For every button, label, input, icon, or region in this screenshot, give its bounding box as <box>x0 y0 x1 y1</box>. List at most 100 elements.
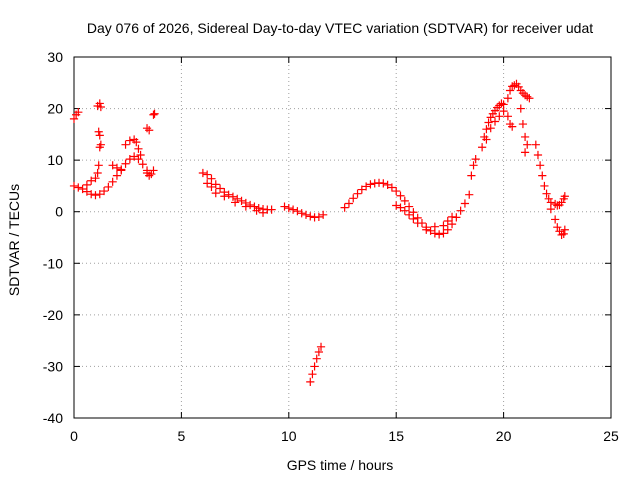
y-tick-label: 10 <box>47 152 63 168</box>
data-point <box>503 94 512 103</box>
data-point <box>553 223 562 232</box>
data-point <box>95 99 104 108</box>
data-point <box>224 190 233 199</box>
data-point <box>484 118 493 127</box>
grid-lines <box>74 57 611 418</box>
data-point <box>306 212 315 221</box>
data-point <box>87 176 96 185</box>
x-tick-label: 20 <box>496 428 512 444</box>
data-point <box>138 160 147 169</box>
data-point <box>314 347 323 357</box>
data-point <box>482 125 491 134</box>
data-point <box>149 166 158 175</box>
data-point <box>516 104 525 113</box>
data-point <box>198 168 207 178</box>
data-point <box>267 205 276 214</box>
data-point <box>447 219 457 229</box>
data-point <box>523 140 532 149</box>
data-point <box>87 190 96 199</box>
data-point <box>288 205 298 214</box>
data-point <box>95 131 104 140</box>
data-point <box>551 215 560 224</box>
data-point <box>546 198 555 207</box>
data-point <box>93 168 102 178</box>
y-axis-title: SDTVAR / TECUs <box>6 184 22 296</box>
data-point <box>525 94 534 103</box>
data-point <box>319 210 328 219</box>
data-point <box>366 180 375 189</box>
data-point <box>108 177 117 186</box>
y-tick-label: 20 <box>47 101 63 117</box>
data-point <box>409 214 418 224</box>
data-point <box>112 163 122 172</box>
data-point <box>237 196 246 205</box>
chart-title: Day 076 of 2026, Sidereal Day-to-day VTE… <box>87 20 593 36</box>
data-point <box>82 187 91 196</box>
data-point <box>379 179 388 188</box>
data-point <box>520 148 530 157</box>
data-point <box>69 114 79 123</box>
data-point <box>69 181 79 191</box>
x-tick-label: 25 <box>603 428 619 444</box>
data-point <box>508 122 517 131</box>
data-point <box>136 150 145 160</box>
data-point <box>560 225 569 234</box>
data-point <box>246 200 255 210</box>
data-point <box>443 225 452 234</box>
data-point <box>207 174 216 183</box>
data-point <box>250 202 259 211</box>
data-point <box>308 370 317 379</box>
y-tick-label: 30 <box>47 49 63 65</box>
data-point <box>362 182 371 191</box>
data-point <box>542 189 551 198</box>
data-point <box>252 206 261 215</box>
data-marks <box>69 79 569 386</box>
data-point <box>443 216 452 226</box>
y-tick-label: 0 <box>55 204 63 220</box>
data-point <box>95 143 104 152</box>
data-point <box>112 171 122 180</box>
data-point <box>478 143 487 152</box>
data-point <box>465 190 474 199</box>
data-point <box>531 140 540 149</box>
data-point <box>108 161 117 170</box>
data-point <box>96 102 105 112</box>
data-point <box>430 222 439 231</box>
data-point <box>211 189 220 198</box>
y-tick-label: -20 <box>43 307 63 323</box>
data-point <box>134 155 143 164</box>
y-tick-label: -40 <box>43 410 63 426</box>
data-point <box>104 182 113 192</box>
data-point <box>439 229 448 238</box>
data-point <box>211 180 220 189</box>
data-point <box>310 362 319 371</box>
y-tick-label: -30 <box>43 358 63 374</box>
data-point <box>518 119 528 129</box>
data-point <box>456 206 465 215</box>
data-point <box>409 208 418 217</box>
data-point <box>231 198 240 207</box>
data-point <box>486 124 495 133</box>
data-point <box>435 230 444 239</box>
data-point <box>392 201 401 210</box>
data-point <box>312 354 321 363</box>
data-point <box>396 191 405 200</box>
data-point <box>95 190 104 199</box>
plot-frame <box>73 56 612 419</box>
data-point <box>430 229 439 238</box>
data-point <box>471 155 480 164</box>
data-point <box>426 226 435 235</box>
x-tick-label: 5 <box>178 428 186 444</box>
data-point <box>78 184 87 194</box>
data-point <box>422 225 431 234</box>
data-point <box>94 127 103 136</box>
data-point <box>149 110 158 119</box>
x-axis-tick-labels: 0 5 10 15 20 25 <box>70 428 619 444</box>
data-point <box>392 186 401 196</box>
x-axis-title: GPS time / hours <box>287 457 394 473</box>
data-point <box>142 124 152 133</box>
data-point <box>99 186 109 196</box>
data-point <box>520 132 530 142</box>
data-point <box>482 135 491 144</box>
